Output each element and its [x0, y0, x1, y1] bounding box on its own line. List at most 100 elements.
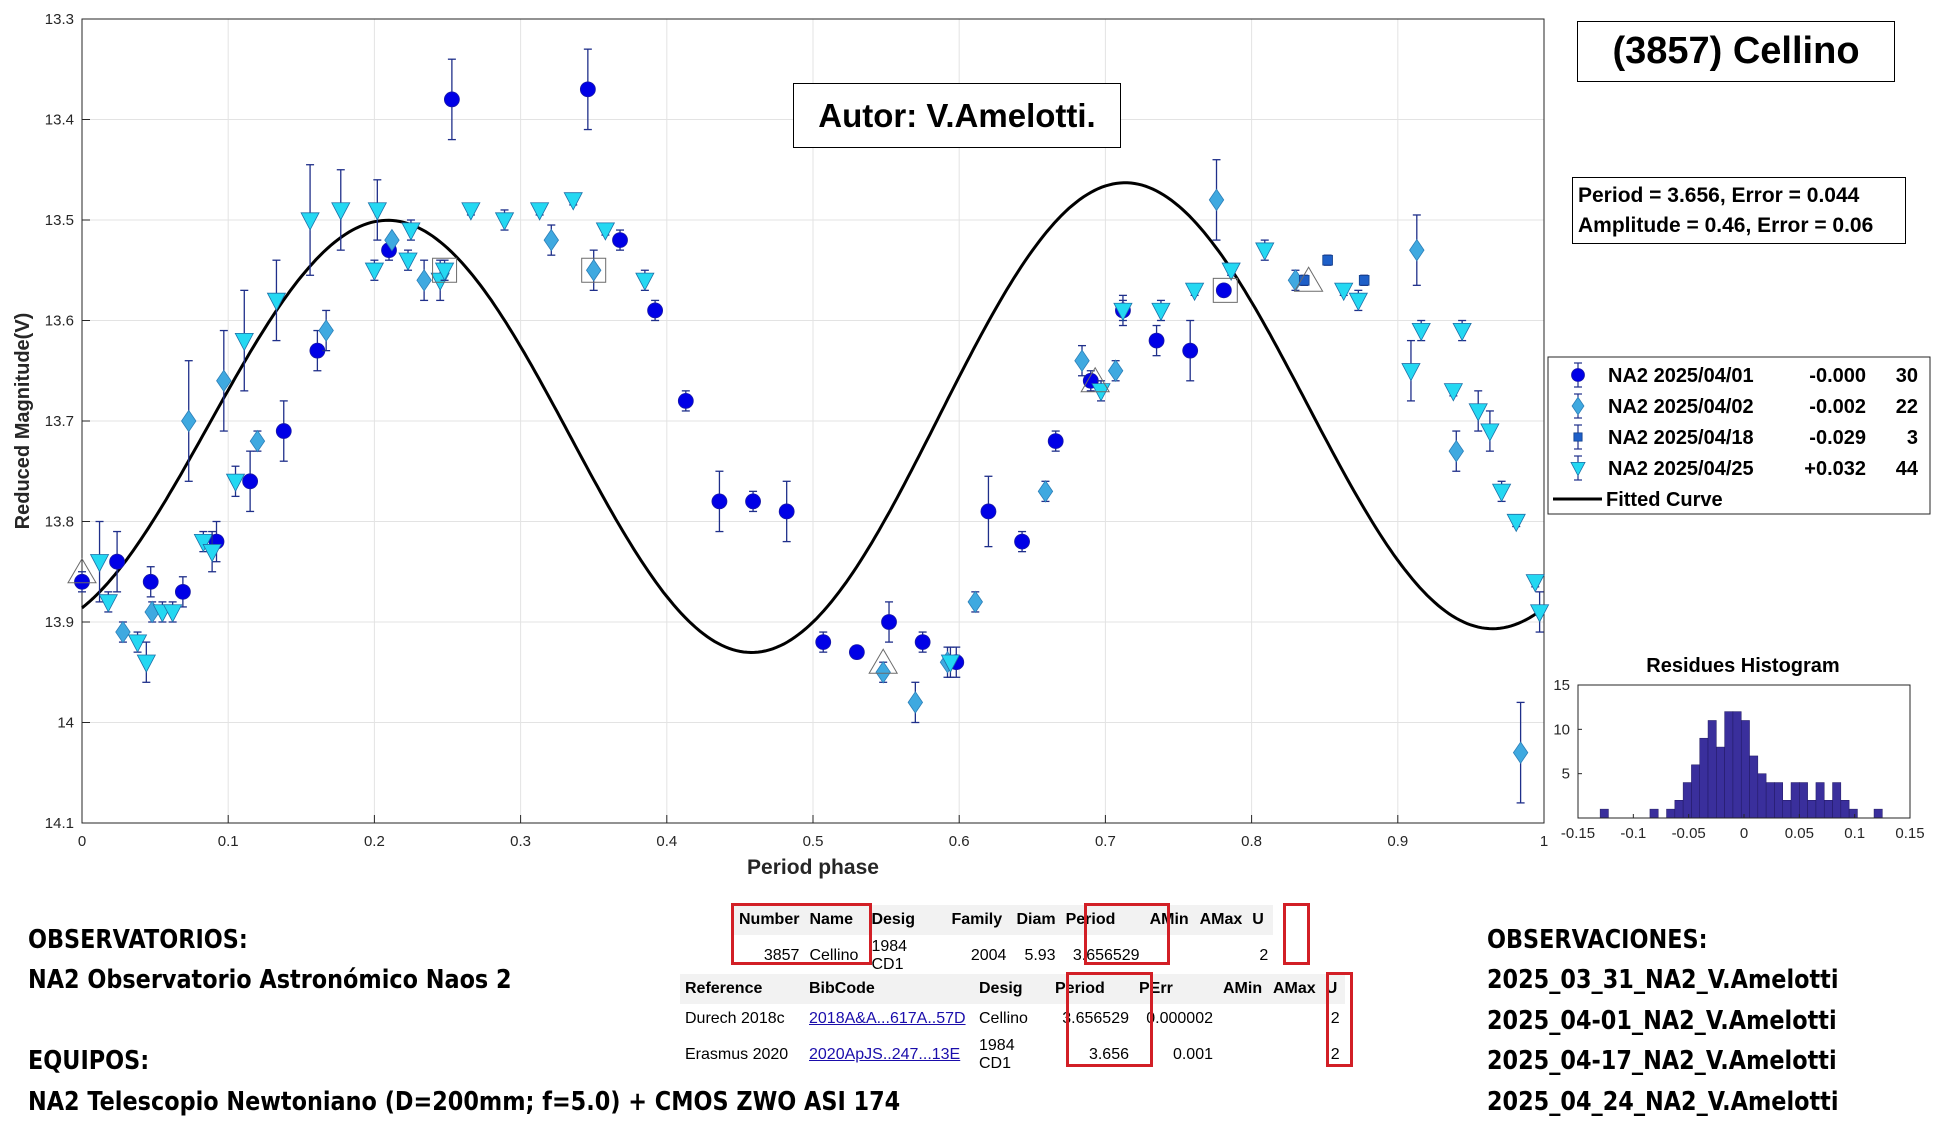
data-point [1215, 282, 1232, 299]
col-diam: Diam [1011, 905, 1061, 935]
highlight-u [1283, 903, 1310, 965]
data-point [881, 614, 897, 630]
histogram-title: Residues Histogram [1646, 655, 1839, 677]
residues-histogram [1599, 711, 1883, 819]
data-point [318, 319, 334, 342]
y-tick-label: 13.6 [45, 313, 74, 330]
data-point [595, 222, 616, 241]
x-tick-label: 0 [78, 833, 86, 850]
data-point [647, 302, 664, 319]
data-point [612, 232, 628, 249]
data-points-layer [67, 48, 1550, 804]
observatorios-line: NA2 Observatorio Astronómico Naos 2 [28, 965, 512, 995]
histogram-bar [1807, 800, 1817, 819]
data-point [1448, 439, 1464, 463]
cell-u: 2 [1330, 1010, 1340, 1027]
histogram-bar [1765, 782, 1775, 819]
data-point [579, 81, 596, 98]
data-point [529, 202, 550, 221]
data-point [443, 91, 460, 108]
histogram-bar [1799, 782, 1808, 819]
data-point [1468, 403, 1488, 422]
histogram-bar [1699, 737, 1709, 819]
legend-marker [1573, 432, 1583, 442]
x-tick-label: 0.1 [218, 833, 239, 850]
data-point [1443, 383, 1464, 402]
x-tick-label: 0.5 [803, 833, 824, 850]
histogram-bar [1707, 720, 1717, 819]
y-tick-label: 13.8 [45, 514, 74, 531]
equipos-line: NA2 Telescopio Newtoniano (D=200mm; f=5.… [28, 1087, 901, 1117]
data-point [364, 262, 385, 282]
col-amax: AMax [1268, 974, 1321, 1004]
col-period: Period [1060, 905, 1145, 935]
cell-period: 3.656529 [1072, 947, 1140, 964]
data-point [89, 554, 110, 573]
open-triangle-marker [67, 557, 97, 584]
data-point [234, 332, 254, 352]
x-tick-label: 1 [1540, 833, 1548, 850]
data-point [202, 544, 222, 563]
histogram-bar [1840, 800, 1850, 819]
observacion-item: 2025_04_24_NA2_V.Amelotti [1487, 1087, 1839, 1117]
histogram-bar [1682, 782, 1692, 819]
data-point [249, 429, 266, 453]
data-point [367, 202, 387, 221]
table-header-row: Number Name Desig Family Diam Period AMi… [734, 905, 1274, 935]
bibcode-link[interactable]: 2018A&A...617A..57D [809, 1010, 966, 1027]
histogram-bar [1732, 711, 1742, 819]
data-point [1525, 574, 1545, 593]
open-triangle-marker [1080, 366, 1111, 393]
data-point [127, 634, 148, 653]
col-amin: AMin [1144, 905, 1195, 935]
data-point [815, 634, 832, 650]
y-tick-label: 13.5 [45, 212, 74, 229]
outlined-markers [67, 257, 1324, 674]
histogram-bar [1674, 800, 1684, 819]
hist-y-tick-label: 15 [1553, 677, 1570, 694]
data-point [1014, 533, 1030, 550]
histogram-bar [1815, 782, 1825, 819]
data-point [216, 369, 232, 393]
legend-label: NA2 2025/04/25 [1608, 458, 1754, 480]
data-point [1491, 483, 1512, 503]
data-point [142, 573, 159, 590]
histogram-bar [1740, 720, 1750, 819]
cell-name: Cellino [809, 947, 859, 964]
open-square-marker [432, 257, 458, 283]
legend-count: 3 [1907, 427, 1918, 449]
x-tick-label: 0.9 [1387, 833, 1408, 850]
data-point [563, 192, 583, 211]
col-period: Period [1050, 974, 1134, 1004]
bibcode-link[interactable]: 2020ApJS..247...13E [809, 1046, 961, 1063]
cell-period: 3.656529 [1062, 1010, 1129, 1027]
data-point [980, 503, 997, 520]
data-point [416, 268, 432, 292]
data-point [181, 409, 197, 433]
observacion-item: 2025_03_31_NA2_V.Amelotti [1487, 965, 1839, 995]
fitted-curve [81, 181, 1545, 655]
asteroid-title: (3857) Cellino [1612, 30, 1860, 72]
legend: NA2 2025/04/01 -0.000 30 NA2 2025/04/02 -0.0… [1547, 356, 1931, 515]
legend-marker [1571, 368, 1585, 382]
data-point [275, 423, 292, 439]
legend-count: 30 [1896, 365, 1918, 387]
open-triangle-marker [868, 648, 899, 674]
cell-amin [1218, 1034, 1268, 1076]
legend-label: NA2 2025/04/18 [1608, 427, 1754, 449]
y-tick-label: 13.4 [45, 112, 74, 129]
data-point [677, 392, 694, 409]
data-point [136, 654, 156, 673]
data-point [1480, 423, 1500, 442]
histogram-bar [1873, 808, 1883, 819]
amplitude-info: Amplitude = 0.46, Error = 0.06 [1578, 214, 1874, 237]
x-tick-label: 0.8 [1241, 833, 1262, 850]
cell-amax [1268, 1034, 1321, 1076]
legend-count: 22 [1896, 396, 1918, 418]
histogram-bar [1666, 808, 1676, 819]
data-point [109, 553, 125, 570]
data-point [1184, 282, 1205, 302]
data-point [1208, 188, 1225, 212]
cell-desig: Cellino [979, 1010, 1028, 1027]
x-tick-label: 0.3 [510, 833, 531, 850]
